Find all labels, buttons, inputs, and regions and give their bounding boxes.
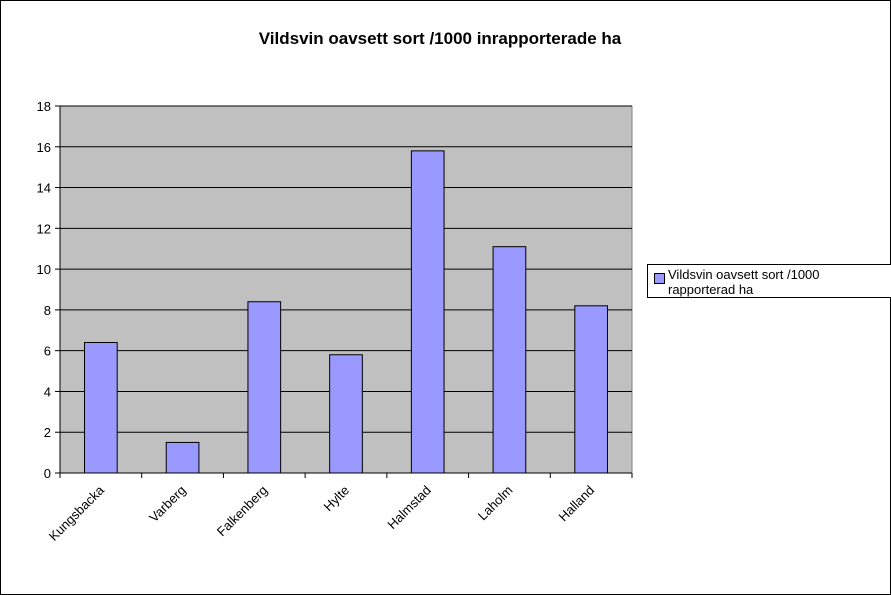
y-tick-label: 8 [44,303,51,318]
bar [574,305,608,474]
y-tick-label: 10 [37,262,51,277]
legend-label: Vildsvin oavsett sort /1000 rapporterad … [668,267,820,297]
legend: Vildsvin oavsett sort /1000 rapporterad … [647,264,891,298]
y-tick-label: 0 [44,466,51,481]
y-tick-label: 16 [37,140,51,155]
y-tick-label: 4 [44,384,51,399]
y-tick-label: 18 [37,99,51,114]
bar [492,246,527,474]
chart-title: Vildsvin oavsett sort /1000 inrapportera… [259,29,622,48]
bar [410,150,445,474]
bar [165,441,200,474]
y-tick-label: 14 [37,181,51,196]
bar [84,342,118,474]
y-tick-label: 6 [44,344,51,359]
legend-swatch [654,273,665,284]
y-tick-label: 12 [37,221,51,236]
y-tick-label: 2 [44,425,51,440]
bar [329,354,363,474]
bar [247,301,282,474]
